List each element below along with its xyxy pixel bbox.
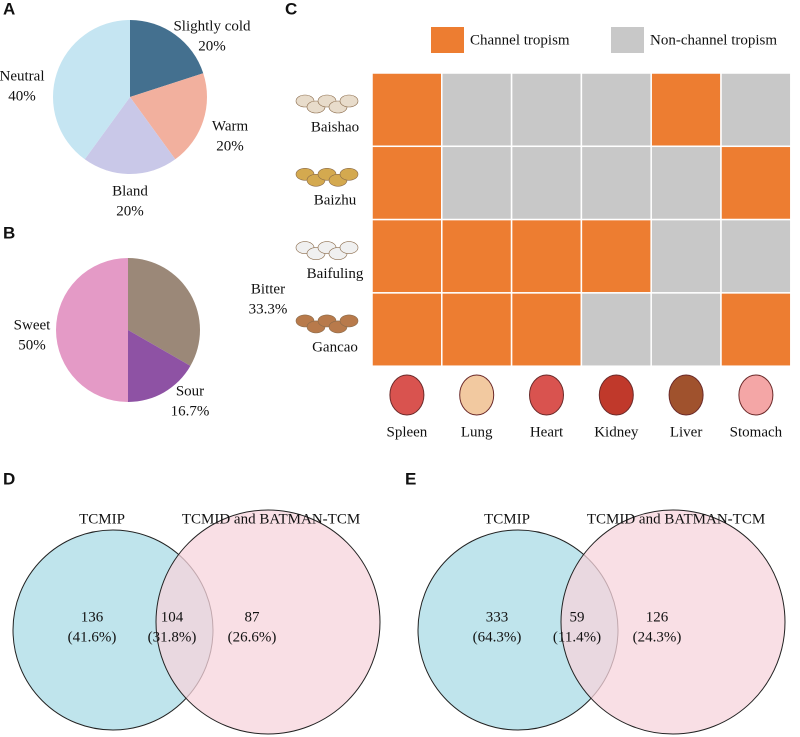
pie-slice: [84, 97, 176, 175]
herb-image: [295, 241, 359, 260]
slice-value: 40%: [8, 88, 36, 104]
slice-label: Slightly cold: [173, 18, 251, 34]
slice-value: 50%: [18, 337, 46, 353]
region-share: (24.3%): [633, 629, 682, 645]
slice-value: 20%: [198, 38, 226, 54]
organ-icon: [738, 374, 774, 416]
organ-icon: [598, 374, 634, 416]
organ-icon: [529, 374, 564, 416]
herb-piece: [339, 168, 359, 181]
herb-piece: [339, 94, 359, 108]
region-count: 104: [161, 609, 184, 625]
region-count: 87: [245, 609, 261, 625]
slice-label: Bitter: [251, 281, 285, 297]
heatmap-cell: [371, 145, 443, 221]
heatmap-cell: [720, 292, 792, 367]
heatmap-cell: [441, 72, 513, 148]
row-label: Baishao: [311, 119, 359, 135]
heatmap-cell: [720, 145, 792, 221]
region-share: (41.6%): [68, 629, 117, 645]
slice-label: Sweet: [14, 317, 51, 333]
region-count: 59: [570, 609, 585, 625]
herb-image: [295, 168, 359, 187]
herb-piece: [339, 241, 359, 254]
region-count: 126: [646, 609, 669, 625]
organ-icon: [668, 374, 704, 416]
slice-value: 16.7%: [171, 403, 210, 419]
heatmap-cell: [441, 292, 513, 367]
heatmap-cell: [510, 145, 583, 221]
region-count: 333: [486, 609, 509, 625]
set-label: TCMID and BATMAN-TCM: [182, 511, 360, 527]
region-count: 136: [81, 609, 104, 625]
column-label: Spleen: [386, 424, 427, 440]
pie-slice: [130, 73, 207, 160]
organ-icon: [389, 374, 425, 416]
column-label: Kidney: [594, 424, 639, 440]
legend-label: Non-channel tropism: [650, 32, 777, 48]
heatmap-cell: [720, 218, 792, 294]
set-label: TCMIP: [79, 511, 125, 527]
herb-image: [295, 314, 359, 334]
heatmap-cell: [441, 145, 513, 221]
herb-piece: [339, 314, 359, 328]
pie-slice: [128, 330, 191, 402]
legend-label: Channel tropism: [470, 32, 570, 48]
region-share: (64.3%): [473, 629, 522, 645]
heatmap-cell: [510, 218, 583, 294]
column-label: Liver: [670, 424, 702, 440]
set-label: TCMIP: [484, 511, 530, 527]
row-label: Gancao: [312, 339, 358, 355]
venn-circle: [155, 509, 381, 735]
row-label: Baifuling: [307, 266, 364, 282]
panel-letter: E: [405, 469, 416, 488]
heatmap-cell: [580, 218, 652, 294]
column-label: Stomach: [730, 424, 783, 440]
slice-label: Neutral: [0, 68, 44, 84]
region-share: (26.6%): [228, 629, 277, 645]
legend-swatch: [611, 27, 644, 53]
heatmap-cell: [650, 72, 722, 148]
venn-circle: [560, 509, 786, 735]
panel-letter: C: [285, 0, 297, 18]
slice-value: 20%: [216, 138, 244, 154]
heatmap-cell: [580, 72, 652, 148]
pie-slice: [52, 20, 131, 160]
slice-value: 33.3%: [249, 301, 288, 317]
organ-icon: [459, 374, 495, 416]
heatmap-cell: [371, 218, 443, 294]
column-label: Heart: [530, 424, 564, 440]
slice-value: 20%: [116, 203, 144, 219]
column-label: Lung: [461, 424, 493, 440]
panel-letter: B: [3, 223, 15, 242]
heatmap-cell: [371, 72, 443, 148]
slice-label: Bland: [112, 183, 148, 199]
panel-letter: A: [3, 0, 15, 18]
row-label: Baizhu: [314, 193, 357, 209]
set-label: TCMID and BATMAN-TCM: [587, 511, 765, 527]
heatmap-cell: [371, 292, 443, 367]
heatmap-cell: [720, 72, 792, 148]
heatmap-cell: [580, 145, 652, 221]
pie-slice: [128, 258, 200, 366]
heatmap-cell: [650, 292, 722, 367]
region-share: (11.4%): [553, 629, 601, 645]
heatmap-cell: [580, 292, 652, 367]
pie-slice: [130, 20, 204, 97]
heatmap-cell: [650, 145, 722, 221]
region-share: (31.8%): [148, 629, 197, 645]
legend-swatch: [431, 27, 464, 53]
slice-label: Warm: [212, 118, 249, 134]
panel-letter: D: [3, 469, 15, 488]
heatmap-cell: [441, 218, 513, 294]
slice-label: Sour: [176, 383, 204, 399]
heatmap-cell: [650, 218, 722, 294]
pie-slice: [56, 258, 128, 402]
heatmap-cell: [510, 292, 583, 367]
heatmap-cell: [510, 72, 583, 148]
herb-image: [295, 94, 359, 114]
